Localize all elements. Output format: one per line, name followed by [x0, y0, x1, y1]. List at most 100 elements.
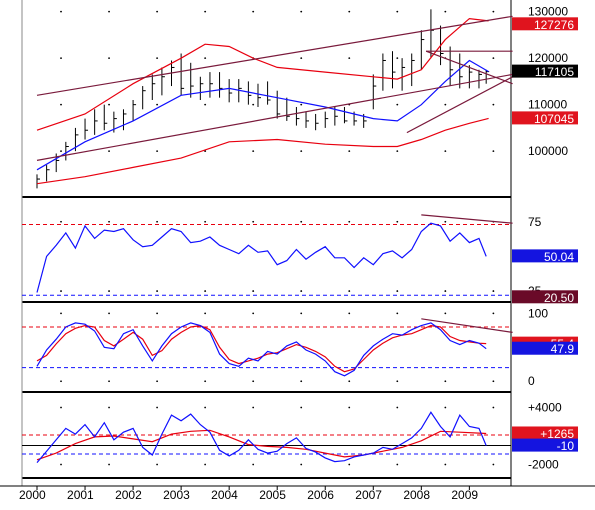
price-grid-dot	[348, 57, 351, 60]
oscillator-grid-dot	[156, 406, 159, 409]
stochastic-grid-dot	[108, 380, 110, 383]
oscillator-grid-dot	[444, 463, 447, 466]
stochastic-grid-dot	[300, 312, 303, 315]
oscillator-grid-dot	[60, 463, 62, 466]
rsi-grid-dot	[396, 290, 399, 292]
rsi-rsi_trend-line	[421, 214, 513, 224]
price-grid-dot	[252, 10, 255, 13]
price-grid-dot	[444, 150, 447, 153]
oscillator-grid-dot	[396, 463, 399, 466]
stochastic-grid-dot	[252, 380, 255, 383]
stochastic-tick-label: 100	[528, 306, 548, 320]
rsi-grid-dot	[492, 290, 495, 292]
price-wedge_3-line	[425, 50, 513, 85]
price-grid-dot	[300, 103, 303, 106]
oscillator-grid-dot	[60, 406, 62, 409]
stochastic-panel: 100055.447.9	[22, 306, 578, 388]
price-grid-dot	[492, 57, 495, 60]
stochastic-grid-dot	[60, 312, 62, 315]
price-grid-dot	[156, 103, 159, 106]
stochastic-grid-dot	[156, 312, 159, 315]
stochastic-grid-dot	[492, 312, 495, 315]
stochastic-grid-dot	[300, 380, 303, 383]
rsi-grid-dot	[300, 220, 303, 223]
year-tick-label: 2008	[403, 488, 430, 502]
rsi-grid-dot	[156, 290, 159, 292]
price-channel_lower-line	[36, 73, 513, 161]
price-moving_average-line	[36, 59, 489, 171]
rsi-rsi-line	[36, 222, 487, 293]
year-tick-label: 2001	[67, 488, 94, 502]
stochastic-grid-dot	[348, 312, 351, 315]
stochastic-grid-dot	[108, 312, 110, 315]
oscillator-tick-label: +4000	[528, 401, 562, 415]
oscillator-grid-dot	[300, 406, 303, 409]
rsi-value-badge-label: 50.04	[544, 250, 574, 264]
rsi-grid-dot	[204, 290, 207, 292]
rsi-grid-dot	[60, 220, 62, 223]
oscillator-grid-dot	[156, 463, 159, 466]
price-grid-dot	[60, 10, 62, 13]
price-value-badge-label: 127276	[534, 18, 574, 32]
stochastic-stoch_k-line	[36, 322, 487, 377]
rsi-grid-dot	[60, 290, 62, 292]
oscillator-osc-line	[36, 411, 487, 463]
price-grid-dot	[60, 150, 62, 153]
oscillator-grid-dot	[252, 463, 255, 466]
stochastic-grid-dot	[156, 380, 159, 383]
stochastic-grid-dot	[396, 380, 399, 383]
price-grid-dot	[108, 10, 110, 13]
price-grid-dot	[444, 10, 447, 13]
price-grid-dot	[108, 57, 110, 60]
price-grid-dot	[204, 10, 207, 13]
stochastic-stoch_d-line	[36, 324, 487, 373]
price-value-badge	[512, 111, 578, 125]
year-tick-label: 2004	[211, 488, 238, 502]
price-value-badge-label: 117105	[535, 65, 574, 79]
oscillator-grid-dot	[204, 406, 207, 409]
year-tick-label: 2002	[115, 488, 142, 502]
rsi-grid-dot	[348, 220, 351, 223]
rsi-grid-dot	[156, 220, 159, 223]
rsi-value-badge	[512, 290, 578, 304]
price-grid-dot	[252, 103, 255, 106]
oscillator-value-badge-label: -10	[557, 439, 575, 453]
rsi-grid-dot	[252, 220, 255, 223]
price-value-badge-label: 107045	[534, 112, 574, 126]
stochastic-value-badge	[512, 341, 578, 355]
price-grid-dot	[444, 103, 447, 106]
rsi-tick-label: 75	[528, 215, 542, 229]
price-wedge_1-line	[406, 76, 513, 134]
price-panel: 130000 120000 110000 100000 127276 117105 1070…	[36, 5, 578, 189]
price-grid-dot	[108, 103, 110, 106]
price-grid-dot	[492, 103, 495, 106]
year-tick-label: 2007	[355, 488, 382, 502]
stochastic-tick-label: 0	[528, 374, 535, 388]
price-grid-dot	[396, 103, 399, 106]
price-grid-dot	[204, 103, 207, 106]
price-envelope_lower-line	[36, 117, 489, 185]
price-grid-dot	[300, 10, 303, 13]
stochastic-grid-dot	[348, 380, 351, 383]
price-grid-dot	[252, 150, 255, 153]
oscillator-grid-dot	[252, 406, 255, 409]
oscillator-grid-dot	[444, 406, 447, 409]
oscillator-grid-dot	[348, 463, 351, 466]
rsi-grid-dot	[444, 290, 447, 292]
stochastic-grid-dot	[492, 380, 495, 383]
rsi-grid-dot	[108, 290, 110, 292]
price-grid-dot	[108, 150, 110, 153]
stochastic-grid-dot	[444, 312, 447, 315]
price-value-badge	[512, 64, 578, 78]
rsi-grid-dot	[348, 290, 351, 292]
price-grid-dot	[348, 150, 351, 153]
rsi-grid-dot	[204, 220, 207, 223]
price-grid-dot	[156, 57, 159, 60]
price-tick-label: 120000	[528, 51, 568, 65]
oscillator-grid-dot	[492, 406, 495, 409]
oscillator-grid-dot	[396, 406, 399, 409]
rsi-grid-dot	[396, 220, 399, 223]
price-grid-dot	[396, 10, 399, 13]
price-grid-dot	[60, 57, 62, 60]
